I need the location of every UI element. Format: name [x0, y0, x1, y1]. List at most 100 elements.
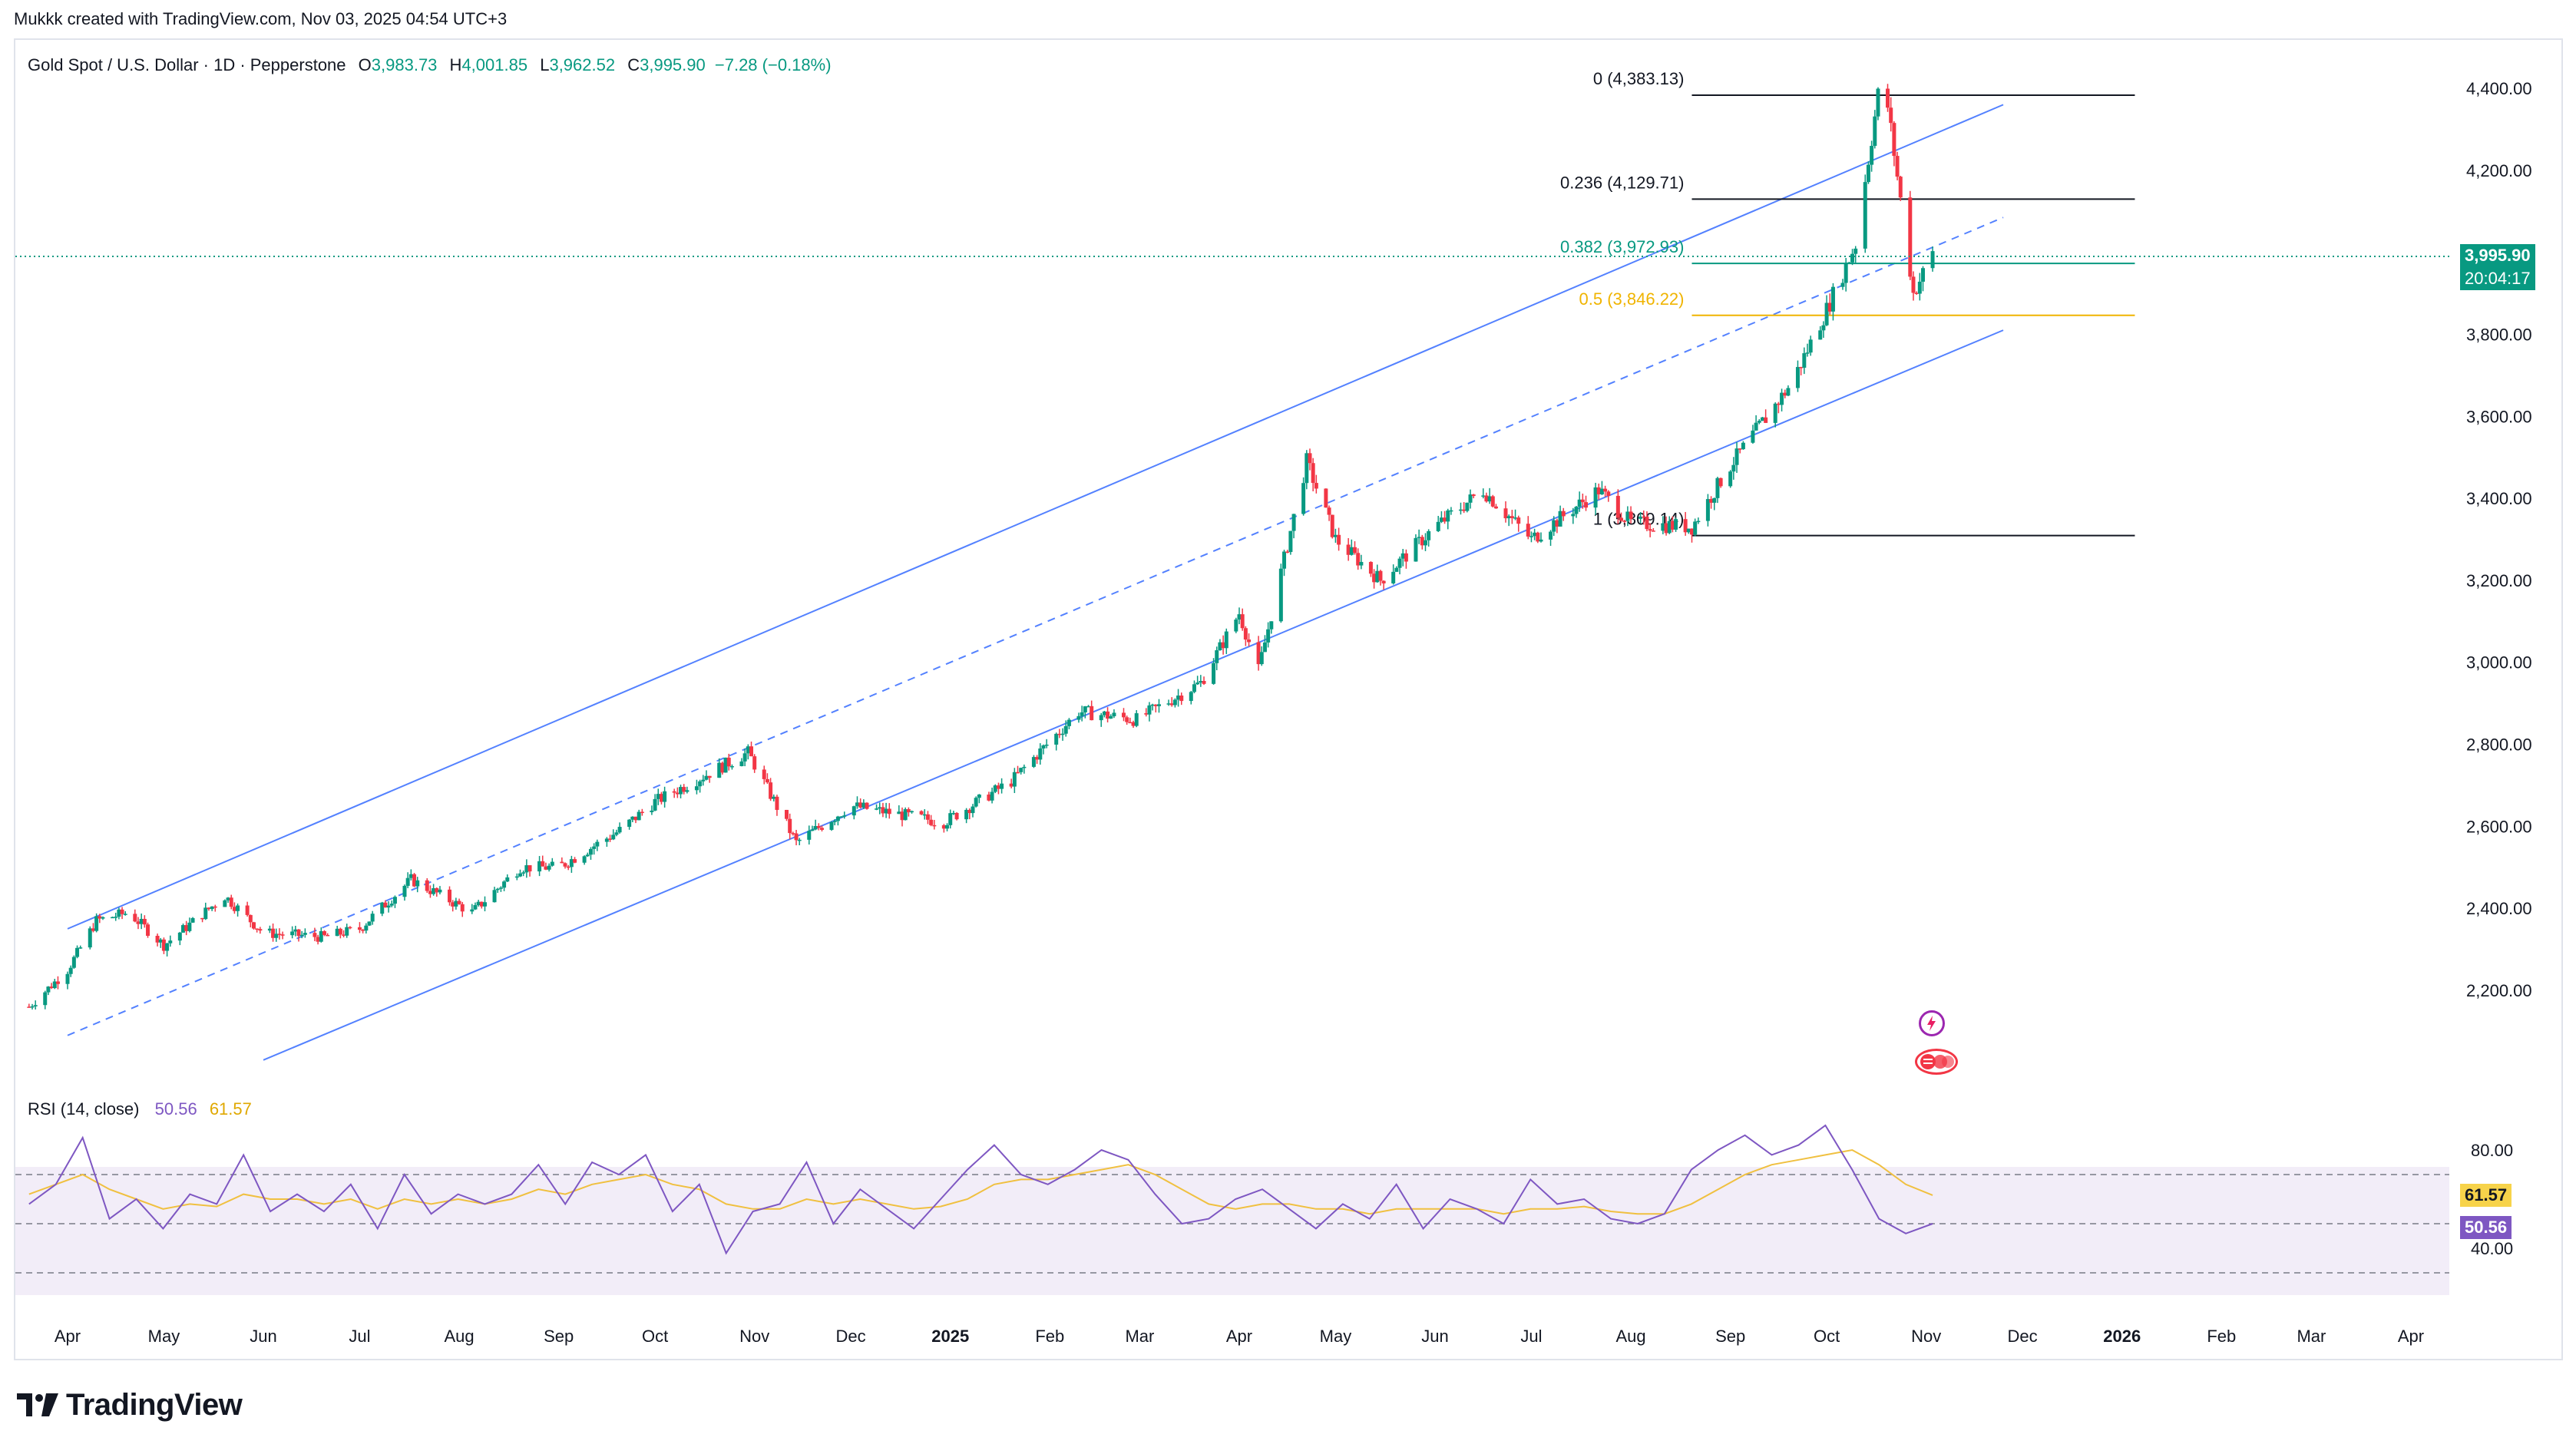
candle-body: [1555, 520, 1559, 527]
candle-body: [101, 917, 105, 919]
candle-body: [428, 891, 432, 894]
candle-body: [772, 796, 776, 799]
candle-body: [1446, 510, 1450, 522]
candle-body: [637, 811, 641, 821]
candle-body: [43, 992, 48, 1006]
candle-body: [813, 825, 818, 830]
candle-body: [858, 802, 863, 808]
candle-body: [1102, 711, 1106, 715]
candle-body: [1615, 495, 1620, 518]
event-us-flag-icon[interactable]: [1915, 1049, 1958, 1075]
candle-body: [226, 897, 230, 900]
candle-body: [78, 947, 83, 949]
candle-body: [114, 917, 118, 918]
candle-body: [505, 877, 510, 882]
candle-body: [454, 900, 458, 907]
candle-body: [1503, 508, 1508, 519]
candle-body: [573, 859, 577, 863]
candle-body: [967, 809, 972, 814]
price-axis-tick: 4,200.00: [2466, 161, 2532, 180]
candle-body: [168, 940, 173, 943]
candle-body: [1552, 520, 1556, 532]
candle-body: [1106, 711, 1110, 719]
candle-body: [585, 854, 590, 857]
candle-body: [1090, 706, 1094, 721]
candle-body: [1715, 478, 1720, 498]
candle-body: [1179, 696, 1184, 702]
candle-body: [1709, 499, 1714, 503]
candle-body: [258, 929, 263, 931]
symbol-legend[interactable]: Gold Spot / U.S. Dollar · 1D · Peppersto…: [28, 55, 832, 75]
candle-body: [1278, 568, 1283, 622]
fib-level-label: 0.5 (3,846.22): [1579, 289, 1685, 309]
candle-body: [27, 1006, 31, 1008]
candle-body: [405, 877, 410, 886]
candle-body: [1921, 268, 1926, 282]
candle-body: [945, 824, 950, 829]
candle-body: [835, 816, 840, 821]
candle-body: [964, 809, 969, 820]
candle-body: [592, 846, 597, 849]
rsi-legend[interactable]: RSI (14, close) 50.56 61.57: [28, 1099, 252, 1119]
candle-body: [312, 933, 317, 937]
symbol-name[interactable]: Gold Spot / U.S. Dollar · 1D · Peppersto…: [28, 55, 346, 74]
candle-body: [1718, 478, 1723, 487]
candle-body: [479, 901, 484, 907]
candle-body: [1898, 177, 1903, 198]
candle-body: [200, 917, 205, 920]
candle-body: [1266, 629, 1271, 643]
candle-body: [1172, 699, 1177, 706]
candle-body: [299, 934, 304, 937]
candle-body: [1840, 283, 1845, 287]
candle-body: [1443, 517, 1447, 522]
candle-body: [1359, 562, 1364, 566]
candle-body: [1930, 251, 1935, 269]
candle-body: [49, 986, 54, 989]
candle-body: [1066, 719, 1071, 726]
candle-body: [1420, 537, 1424, 546]
candle-body: [1741, 442, 1745, 450]
candle-body: [977, 794, 981, 798]
chart-credit: Mukkk created with TradingView.com, Nov …: [14, 9, 508, 28]
candle-body: [1144, 713, 1149, 715]
rsi-title[interactable]: RSI (14, close): [28, 1099, 140, 1119]
candle-body: [1513, 517, 1518, 519]
candle-body: [1821, 325, 1826, 331]
candle-body: [550, 861, 554, 866]
rsi-band: [15, 1167, 2449, 1295]
candle-body: [1780, 392, 1784, 405]
candle-body: [541, 861, 545, 867]
candle-body: [33, 1005, 38, 1006]
candle-body: [1153, 704, 1158, 706]
candle-body: [255, 928, 260, 930]
candle-body: [229, 897, 233, 907]
candle-body: [1783, 392, 1787, 396]
candle-body: [679, 787, 683, 795]
candle-body: [280, 934, 285, 936]
rsi-value: 50.56: [154, 1099, 197, 1119]
time-axis-tick: Mar: [2297, 1327, 2326, 1346]
candle-body: [1580, 499, 1585, 503]
candle-body: [1895, 156, 1900, 177]
candle-body: [1019, 768, 1023, 772]
price-axis-tick: 3,400.00: [2466, 489, 2532, 508]
candle-body: [1776, 403, 1781, 405]
candle-body: [948, 813, 953, 825]
candle-body: [190, 917, 195, 923]
candle-body: [1757, 421, 1761, 423]
event-flash-icon[interactable]: [1919, 1010, 1945, 1036]
candle-body: [1333, 534, 1338, 537]
candle-body: [65, 973, 70, 984]
candle-body: [900, 811, 904, 821]
candle-body: [1468, 494, 1473, 503]
candle-body: [1622, 520, 1627, 522]
candle-body: [925, 814, 930, 820]
change-value: −7.28 (−0.18%): [714, 55, 832, 74]
candle-body: [906, 809, 911, 813]
candle-body: [1674, 519, 1678, 530]
price-axis-tick: 3,000.00: [2466, 653, 2532, 672]
tradingview-logo[interactable]: TradingView: [17, 1388, 243, 1422]
candle-body: [123, 914, 127, 915]
candle-body: [855, 802, 859, 807]
